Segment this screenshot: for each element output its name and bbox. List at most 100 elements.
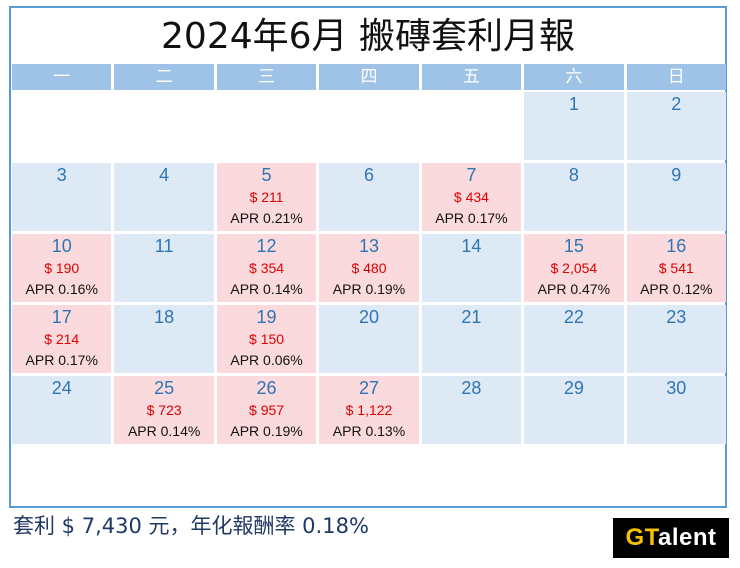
calendar-cell-empty: [216, 92, 317, 160]
apr-value: APR 0.17%: [435, 210, 508, 226]
calendar-day-cell: 8: [524, 163, 624, 231]
day-number: 16: [666, 236, 687, 256]
day-number: 29: [563, 378, 584, 398]
calendar-day-cell: 24: [12, 376, 112, 444]
calendar-day-cell: 3: [12, 163, 112, 231]
apr-value: APR 0.17%: [25, 352, 98, 368]
apr-value: APR 0.19%: [230, 423, 303, 439]
page-title: 2024年6月 搬磚套利月報: [161, 16, 575, 57]
calendar-day-cell: 4: [114, 163, 214, 231]
calendar-day-cell: 18: [114, 305, 214, 373]
calendar-day-cell: 23: [626, 305, 726, 373]
day-number: 2: [671, 94, 682, 114]
day-number: 3: [56, 165, 67, 185]
arbitrage-amount: $ 434: [453, 189, 489, 205]
day-number: 15: [563, 236, 584, 256]
calendar-day-cell: 14: [421, 234, 522, 302]
apr-value: APR 0.13%: [332, 423, 406, 439]
day-number: 17: [51, 307, 72, 327]
arbitrage-amount: $ 1,122: [345, 402, 393, 418]
day-number: 10: [51, 236, 72, 256]
day-number: 26: [256, 378, 277, 398]
logo-text-alent: alent: [658, 524, 717, 551]
day-number: 7: [466, 165, 477, 185]
apr-value: APR 0.16%: [25, 281, 98, 297]
calendar-day-cell: 30: [626, 376, 726, 444]
calendar-cell-empty: [421, 92, 522, 160]
day-number: 1: [568, 94, 579, 114]
weekday-sat: 六: [524, 64, 624, 90]
day-number: 22: [563, 307, 584, 327]
calendar-day-cell: 20: [319, 305, 419, 373]
arbitrage-amount: $ 190: [44, 260, 80, 276]
calendar-day-cell: 15 $ 2,054 APR 0.47%: [524, 234, 624, 302]
calendar-day-cell: 1: [524, 92, 624, 160]
calendar-day-cell: 25 $ 723 APR 0.14%: [114, 376, 214, 444]
arbitrage-amount: $ 957: [249, 402, 285, 418]
weekday-mon: 一: [12, 64, 112, 90]
weekday-fri: 五: [421, 64, 522, 90]
apr-value: APR 0.06%: [230, 352, 303, 368]
day-number: 4: [159, 165, 170, 185]
day-number: 28: [461, 378, 482, 398]
apr-value: APR 0.21%: [230, 210, 303, 226]
day-number: 13: [358, 236, 379, 256]
calendar-day-cell: 9: [626, 163, 726, 231]
day-number: 6: [363, 165, 374, 185]
arbitrage-amount: $ 541: [658, 260, 694, 276]
calendar-day-cell: 21: [421, 305, 522, 373]
calendar-day-cell: 22: [524, 305, 624, 373]
weekday-thu: 四: [319, 64, 419, 90]
calendar-day-cell: 27 $ 1,122 APR 0.13%: [319, 376, 419, 444]
day-number: 27: [358, 378, 379, 398]
day-number: 18: [154, 307, 175, 327]
arbitrage-amount: $ 150: [249, 331, 285, 347]
apr-value: APR 0.47%: [537, 281, 611, 297]
apr-value: APR 0.12%: [640, 281, 713, 297]
calendar-day-cell: 29: [524, 376, 624, 444]
day-number: 23: [666, 307, 687, 327]
weekday-sun: 日: [626, 64, 726, 90]
calendar-day-cell: 28: [421, 376, 522, 444]
day-number: 12: [256, 236, 277, 256]
arbitrage-amount: $ 354: [249, 260, 285, 276]
day-number: 25: [154, 378, 175, 398]
day-number: 5: [261, 165, 272, 185]
apr-value: APR 0.14%: [230, 281, 303, 297]
arbitrage-amount: $ 480: [351, 260, 387, 276]
apr-value: APR 0.19%: [332, 281, 406, 297]
day-number: 9: [671, 165, 682, 185]
calendar-day-cell: 12 $ 354 APR 0.14%: [216, 234, 317, 302]
calendar-cell-empty: [319, 92, 419, 160]
calendar-cell-empty: [114, 92, 214, 160]
day-number: 30: [666, 378, 687, 398]
calendar-cell-empty: [12, 92, 112, 160]
calendar-day-cell: 2: [626, 92, 726, 160]
weekday-tue: 二: [114, 64, 214, 90]
monthly-summary: 套利 $ 7,430 元，年化報酬率 0.18%: [13, 514, 369, 538]
weekday-header: 一 二 三 四 五 六 日: [12, 64, 726, 90]
day-number: 8: [568, 165, 579, 185]
arbitrage-amount: $ 211: [249, 189, 284, 205]
calendar-day-cell: 16 $ 541 APR 0.12%: [626, 234, 726, 302]
logo-text-gt: GT: [625, 524, 659, 551]
calendar-day-cell: 13 $ 480 APR 0.19%: [319, 234, 419, 302]
arbitrage-amount: $ 723: [146, 402, 182, 418]
calendar-day-cell: 11: [114, 234, 214, 302]
calendar-day-cell: 7 $ 434 APR 0.17%: [421, 163, 522, 231]
day-number: 14: [461, 236, 482, 256]
calendar-grid: 1 2 3 4 5 $ 211 APR 0.21% 6 7 $ 434 APR 0.17% 8 9 10 $…: [12, 92, 726, 444]
weekday-wed: 三: [216, 64, 317, 90]
calendar-frame: 2024年6月 搬磚套利月報 一 二 三 四 五 六 日 1 2 3 4 5 $ 211 A…: [9, 6, 727, 508]
calendar-day-cell: 6: [319, 163, 419, 231]
day-number: 24: [51, 378, 72, 398]
calendar-day-cell: 26 $ 957 APR 0.19%: [216, 376, 317, 444]
calendar-day-cell: 19 $ 150 APR 0.06%: [216, 305, 317, 373]
calendar-day-cell: 10 $ 190 APR 0.16%: [12, 234, 112, 302]
day-number: 11: [154, 236, 174, 256]
day-number: 19: [256, 307, 277, 327]
day-number: 20: [358, 307, 379, 327]
calendar-day-cell: 17 $ 214 APR 0.17%: [12, 305, 112, 373]
arbitrage-amount: $ 2,054: [550, 260, 598, 276]
gtalent-logo: GTalent: [613, 518, 729, 558]
